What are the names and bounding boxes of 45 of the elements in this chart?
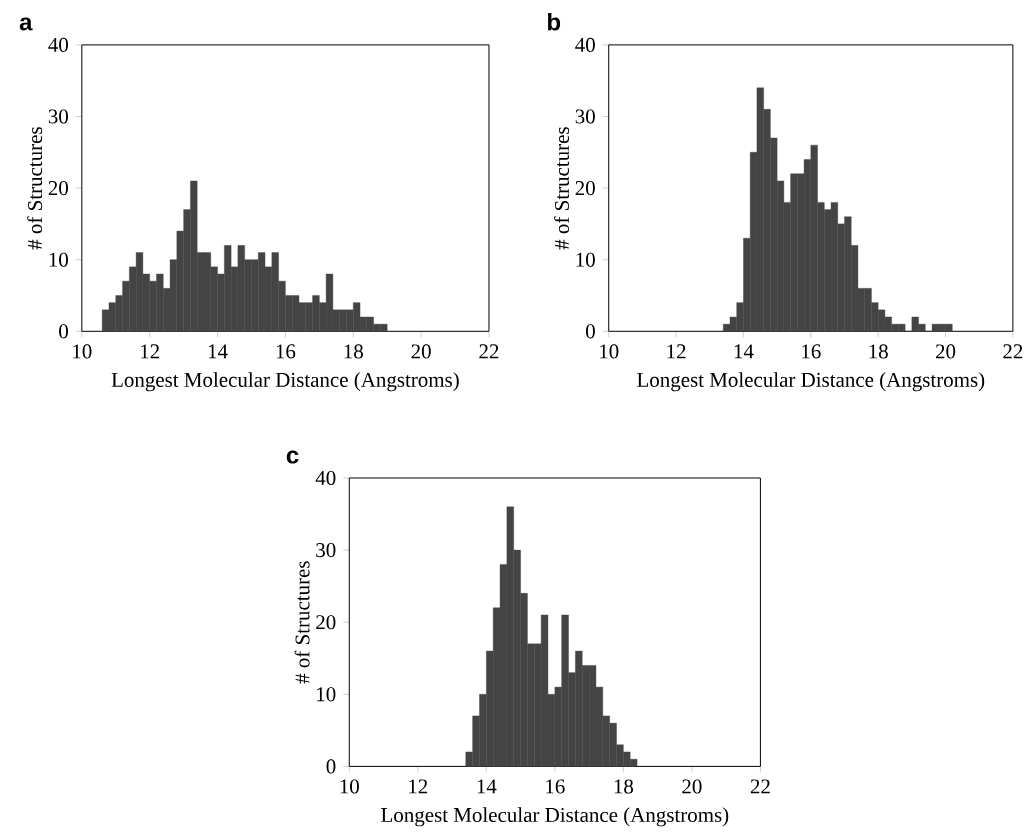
- y-tick-label: 0: [326, 759, 336, 774]
- x-tick-label: 18: [344, 344, 363, 359]
- y-tick-label: 30: [575, 109, 595, 124]
- x-tick-label: 18: [869, 344, 888, 359]
- x-tick-label: 18: [614, 779, 634, 794]
- x-tick-label: 20: [411, 344, 431, 359]
- x-axis-title: Longest Molecular Distance (Angstroms): [637, 372, 985, 392]
- y-tick-label: 10: [317, 687, 336, 702]
- x-tick-label: 16: [276, 344, 296, 359]
- x-tick-label: 12: [409, 779, 428, 794]
- y-tick-label: 20: [48, 180, 68, 196]
- chart-title: b: [548, 12, 561, 31]
- y-tick-label: 30: [316, 542, 336, 558]
- y-axis-title: # of Structures: [294, 561, 310, 684]
- x-axis-title: Longest Molecular Distance (Angstroms): [381, 807, 729, 827]
- x-tick-label: 10: [600, 344, 619, 359]
- x-tick-label: 12: [141, 344, 160, 359]
- x-tick-label: 16: [802, 344, 821, 359]
- x-tick-label: 12: [667, 344, 686, 359]
- y-tick-label: 30: [48, 109, 68, 124]
- y-tick-label: 40: [575, 37, 595, 52]
- y-tick-label: 0: [586, 324, 595, 339]
- x-tick-label: 16: [546, 779, 565, 794]
- x-tick-label: 14: [208, 344, 228, 359]
- y-tick-label: 20: [316, 615, 336, 630]
- x-tick-label: 10: [340, 779, 359, 794]
- x-tick-label: 10: [73, 344, 92, 359]
- x-axis-title: Longest Molecular Distance (Angstroms): [111, 372, 459, 392]
- y-tick-label: 0: [59, 324, 68, 339]
- x-tick-label: 14: [477, 779, 497, 794]
- chart-title: a: [19, 17, 33, 31]
- y-axis-title: # of Structures: [554, 127, 570, 250]
- y-tick-label: 10: [49, 252, 68, 267]
- y-axis-title: # of Structures: [27, 127, 43, 250]
- y-tick-label: 20: [575, 180, 595, 196]
- y-tick-label: 40: [315, 470, 336, 485]
- chart-title: c: [286, 450, 299, 464]
- x-tick-label: 22: [750, 779, 770, 794]
- x-tick-label: 20: [682, 779, 702, 794]
- x-tick-label: 20: [935, 344, 956, 359]
- x-tick-label: 14: [734, 344, 754, 359]
- x-tick-label: 22: [479, 344, 499, 359]
- y-tick-label: 40: [48, 37, 68, 52]
- x-tick-label: 22: [1003, 344, 1023, 359]
- y-tick-label: 10: [576, 252, 595, 267]
